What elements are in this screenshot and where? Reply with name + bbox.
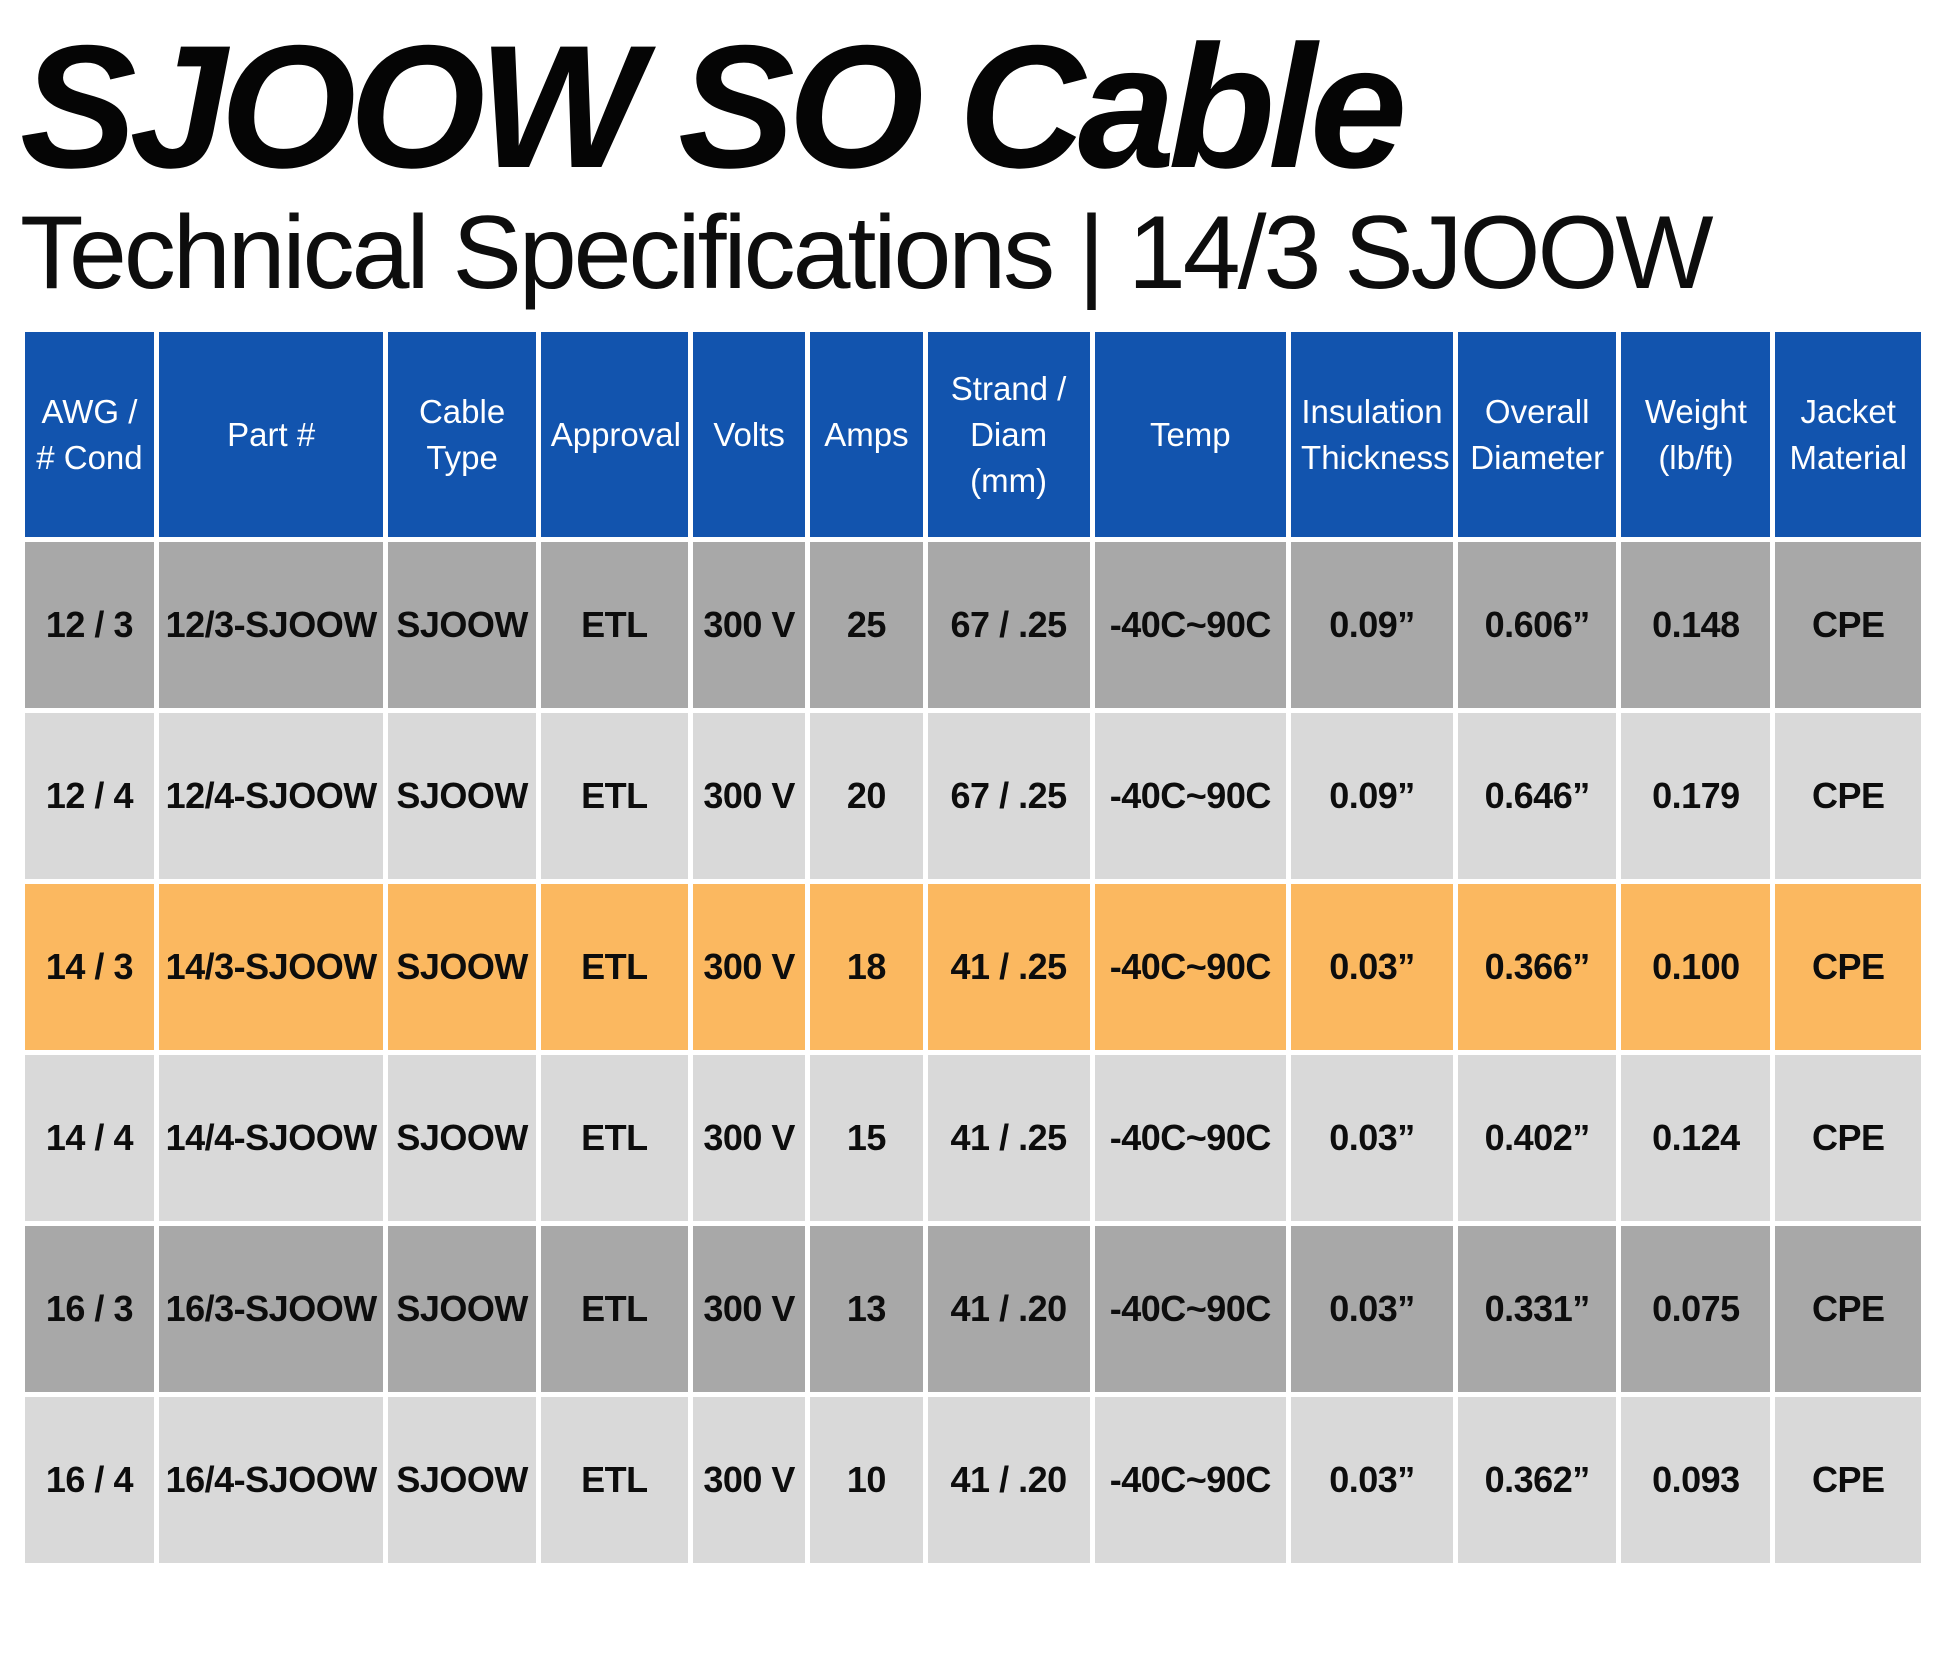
table-cell: 0.09” <box>1291 542 1454 709</box>
table-cell: 41 / .25 <box>927 884 1090 1051</box>
table-cell: 0.09” <box>1291 713 1454 880</box>
table-cell: 14/4-SJOOW <box>158 1055 384 1222</box>
table-cell: 0.03” <box>1291 1226 1454 1393</box>
table-cell: -40C~90C <box>1094 713 1287 880</box>
column-header: Volts <box>692 332 806 538</box>
table-cell: 41 / .25 <box>927 1055 1090 1222</box>
table-cell: 12/3-SJOOW <box>158 542 384 709</box>
column-header: Part # <box>158 332 384 538</box>
table-cell: 0.100 <box>1621 884 1771 1051</box>
table-cell: 0.646” <box>1458 713 1617 880</box>
table-cell: -40C~90C <box>1094 1397 1287 1564</box>
table-cell: 0.148 <box>1621 542 1771 709</box>
table-row: 14 / 3 14/3-SJOOW SJOOW ETL 300 V 18 41 / .25-… <box>25 884 1921 1051</box>
page-title: SJOOW SO Cable <box>20 10 1407 205</box>
table-cell: 0.124 <box>1621 1055 1771 1222</box>
table-cell: 300 V <box>692 1226 806 1393</box>
table-cell: 16 / 4 <box>25 1397 154 1564</box>
table-cell: ETL <box>540 713 688 880</box>
table-cell: 0.03” <box>1291 1397 1454 1564</box>
table-cell: 0.402” <box>1458 1055 1617 1222</box>
table-cell: SJOOW <box>388 884 536 1051</box>
table-cell: 10 <box>810 1397 923 1564</box>
table-cell: ETL <box>540 1397 688 1564</box>
table-row: 12 / 3 12/3-SJOOW SJOOW ETL 300 V 25 67 / .25-… <box>25 542 1921 709</box>
header-row: AWG / # Cond Part # Cable Type Approval Volt… <box>25 332 1921 538</box>
table-cell: SJOOW <box>388 1226 536 1393</box>
table-cell: 12 / 4 <box>25 713 154 880</box>
table-row: 14 / 4 14/4-SJOOW SJOOW ETL 300 V 15 41 / .25-… <box>25 1055 1921 1222</box>
column-header: Cable Type <box>388 332 536 538</box>
table-cell: 300 V <box>692 542 806 709</box>
column-header: Amps <box>810 332 923 538</box>
column-header: Insulation Thickness <box>1291 332 1454 538</box>
table-cell: 16 / 3 <box>25 1226 154 1393</box>
table-row: 16 / 4 16/4-SJOOW SJOOW ETL 300 V 10 41 / .20-… <box>25 1397 1921 1564</box>
table-body: 12 / 3 12/3-SJOOW SJOOW ETL 300 V 25 67 / .25-… <box>25 542 1921 1564</box>
table-cell: 16/3-SJOOW <box>158 1226 384 1393</box>
table-cell: 0.366” <box>1458 884 1617 1051</box>
table-cell: SJOOW <box>388 713 536 880</box>
table-cell: ETL <box>540 542 688 709</box>
table-cell: 0.03” <box>1291 884 1454 1051</box>
page-subtitle: Technical Specifications | 14/3 SJOOW <box>20 195 1714 311</box>
table-cell: 0.075 <box>1621 1226 1771 1393</box>
table-cell: 41 / .20 <box>927 1226 1090 1393</box>
table-cell: 25 <box>810 542 923 709</box>
table-row: 16 / 3 16/3-SJOOW SJOOW ETL 300 V 13 41 / .20-… <box>25 1226 1921 1393</box>
table-cell: CPE <box>1775 1397 1921 1564</box>
table-cell: 18 <box>810 884 923 1051</box>
table-cell: CPE <box>1775 884 1921 1051</box>
column-header: Overall Diameter <box>1458 332 1617 538</box>
table-cell: ETL <box>540 1055 688 1222</box>
table-cell: -40C~90C <box>1094 884 1287 1051</box>
table-cell: 300 V <box>692 1055 806 1222</box>
table-cell: 0.606” <box>1458 542 1617 709</box>
table-cell: 13 <box>810 1226 923 1393</box>
column-header: Jacket Material <box>1775 332 1921 538</box>
table-cell: 12/4-SJOOW <box>158 713 384 880</box>
table-cell: 300 V <box>692 713 806 880</box>
table-cell: SJOOW <box>388 542 536 709</box>
table-cell: 0.093 <box>1621 1397 1771 1564</box>
table-row: 12 / 4 12/4-SJOOW SJOOW ETL 300 V 20 67 / .25-… <box>25 713 1921 880</box>
table-cell: 20 <box>810 713 923 880</box>
table-cell: ETL <box>540 1226 688 1393</box>
table-cell: CPE <box>1775 542 1921 709</box>
table-cell: 0.362” <box>1458 1397 1617 1564</box>
column-header: Weight (lb/ft) <box>1621 332 1771 538</box>
column-header: AWG / # Cond <box>25 332 154 538</box>
table-cell: 14 / 3 <box>25 884 154 1051</box>
table-cell: CPE <box>1775 713 1921 880</box>
table-cell: 14/3-SJOOW <box>158 884 384 1051</box>
table-cell: -40C~90C <box>1094 542 1287 709</box>
table-cell: 12 / 3 <box>25 542 154 709</box>
table-cell: 0.03” <box>1291 1055 1454 1222</box>
table-cell: -40C~90C <box>1094 1055 1287 1222</box>
table-cell: 67 / .25 <box>927 713 1090 880</box>
table-cell: 15 <box>810 1055 923 1222</box>
table-cell: SJOOW <box>388 1397 536 1564</box>
column-header: Temp <box>1094 332 1287 538</box>
table-cell: 300 V <box>692 1397 806 1564</box>
table-cell: 41 / .20 <box>927 1397 1090 1564</box>
table-cell: 67 / .25 <box>927 542 1090 709</box>
column-header: Approval <box>540 332 688 538</box>
table-cell: 16/4-SJOOW <box>158 1397 384 1564</box>
table-cell: SJOOW <box>388 1055 536 1222</box>
table-cell: CPE <box>1775 1226 1921 1393</box>
table-cell: 14 / 4 <box>25 1055 154 1222</box>
table-cell: 0.331” <box>1458 1226 1617 1393</box>
table-cell: ETL <box>540 884 688 1051</box>
table-cell: CPE <box>1775 1055 1921 1222</box>
table-cell: 0.179 <box>1621 713 1771 880</box>
spec-table: AWG / # Cond Part # Cable Type Approval Volt… <box>20 327 1926 1568</box>
table-cell: -40C~90C <box>1094 1226 1287 1393</box>
table-cell: 300 V <box>692 884 806 1051</box>
column-header: Strand / Diam (mm) <box>927 332 1090 538</box>
